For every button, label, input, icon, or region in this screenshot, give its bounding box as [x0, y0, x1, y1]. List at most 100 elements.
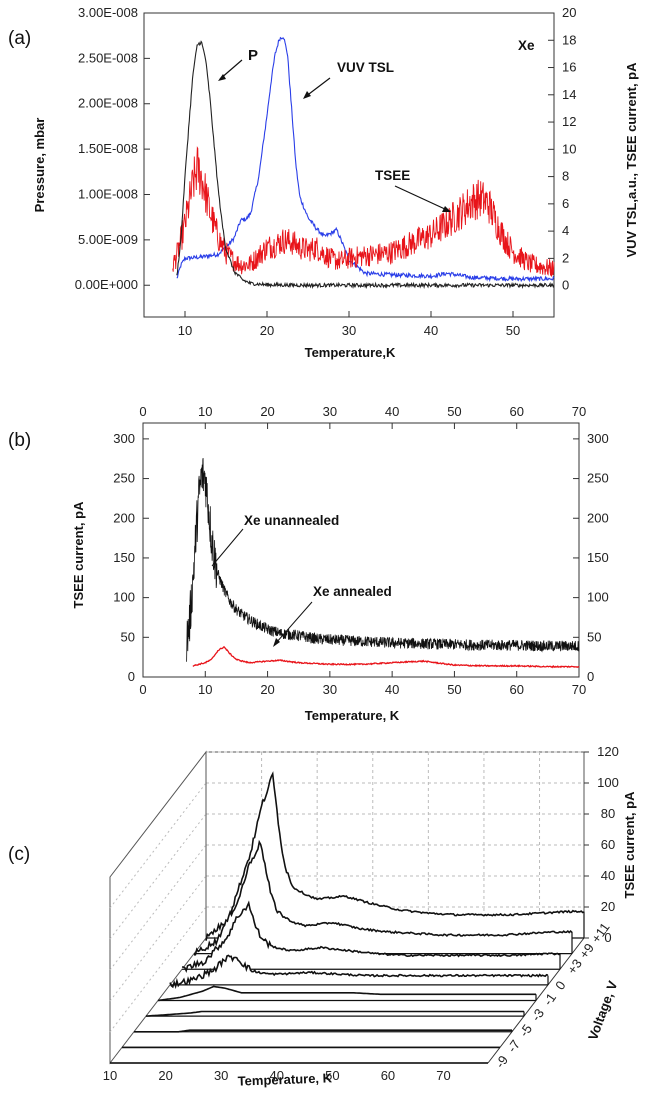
y-tick-label-c: 20 — [601, 899, 615, 914]
x-axis-label-b: Temperature, K — [305, 708, 400, 723]
arrow-tsee — [394, 185, 448, 211]
panel-label-b: (b) — [8, 430, 31, 451]
series-line-xe-annealed — [192, 645, 580, 669]
z-tick-label-c: 0 — [552, 978, 568, 993]
annotation-xe-annealed: Xe annealed — [313, 584, 392, 599]
y-tick-label-b: 0 — [128, 669, 135, 684]
arrow-annealed — [275, 601, 313, 644]
x-tick-label-top-b: 30 — [323, 404, 337, 419]
y-tick-label-right-b: 50 — [587, 629, 601, 644]
y-tick-label-a: 1.00E-008 — [78, 186, 138, 201]
y-ticks-left-a: 0.00E+000 5.00E-009 1.00E-008 1.50E-008 2.00… — [75, 5, 150, 292]
series-line-c — [169, 954, 549, 990]
y-tick-label-c: 80 — [601, 806, 615, 821]
y-tick-label-b: 150 — [113, 550, 135, 565]
x-tick-label-a: 50 — [506, 323, 520, 338]
series-line-c — [205, 771, 585, 941]
y-tick-label-c: 60 — [601, 837, 615, 852]
panel-label-c: (c) — [8, 844, 30, 865]
arrowhead-vuv — [303, 91, 311, 99]
series-line-tsee — [172, 146, 555, 277]
y-tick-label-b: 200 — [113, 510, 135, 525]
x-tick-label-c: 30 — [214, 1068, 228, 1083]
side-wall-gridline — [109, 813, 207, 940]
y-tick-label-a: 1.50E-008 — [78, 141, 138, 156]
annotation-xe-unannealed: Xe unannealed — [244, 513, 339, 528]
side-wall-gridline — [109, 875, 207, 1002]
y-tick-label-b: 50 — [121, 629, 135, 644]
y-tick-label-right-b: 100 — [587, 590, 609, 605]
y2-tick-label-a: 6 — [562, 196, 569, 211]
x-tick-label-top-b: 0 — [139, 404, 146, 419]
y-axis-label-a: Pressure, mbar — [32, 118, 47, 213]
x-tick-label-b: 0 — [139, 682, 146, 697]
z-tick-label-c: -5 — [516, 1021, 535, 1039]
x-tick-label-b: 10 — [198, 682, 212, 697]
y-tick-label-c: 40 — [601, 868, 615, 883]
series-lines-c — [110, 771, 585, 1064]
x-tick-label-b: 60 — [509, 682, 523, 697]
y-tick-label-right-b: 300 — [587, 431, 609, 446]
series-line-c — [145, 1010, 524, 1017]
y-tick-label-right-b: 150 — [587, 550, 609, 565]
y2-axis-label-a: VUV TSL,a.u., TSEE current, pA — [624, 62, 639, 258]
x-tick-label-a: 20 — [260, 323, 274, 338]
x-ticks-c: 10 20 30 40 50 60 70 — [103, 1068, 451, 1083]
y-tick-label-a: 2.50E-008 — [78, 50, 138, 65]
y2-tick-label-a: 20 — [562, 5, 576, 20]
y-tick-label-a: 0.00E+000 — [75, 277, 138, 292]
x-tick-label-c: 50 — [325, 1068, 339, 1083]
z-tick-label-c: +9 — [576, 941, 597, 962]
arrow-unannealed — [211, 528, 244, 567]
y-tick-label-b: 100 — [113, 590, 135, 605]
series-fill-c — [206, 773, 584, 941]
series-fill-c — [182, 902, 560, 971]
z-axis-label-c: Voltage, V — [585, 979, 620, 1043]
y2-tick-label-a: 12 — [562, 114, 576, 129]
annotation-tsee: TSEE — [375, 168, 410, 183]
side-wall-gridline — [109, 844, 207, 971]
series-line-vuv-tsl — [176, 36, 555, 283]
annotation-p: P — [248, 47, 258, 64]
y-tick-label-c: 120 — [597, 744, 619, 759]
series-line-c — [181, 900, 561, 974]
series-line-c — [134, 1029, 512, 1033]
x-tick-label-b: 40 — [385, 682, 399, 697]
y-tick-label-c: 100 — [597, 775, 619, 790]
z-tick-label-c: -3 — [528, 1006, 547, 1024]
y-tick-label-b: 250 — [113, 471, 135, 486]
x-tick-label-a: 30 — [342, 323, 356, 338]
panel-label-a: (a) — [8, 28, 31, 49]
x-tick-label-a: 40 — [424, 323, 438, 338]
series-line-c — [193, 839, 573, 956]
arrowhead-annealed — [273, 638, 280, 647]
side-wall-gridline — [109, 782, 207, 909]
y-axis-label-c: TSEE current, pA — [622, 791, 637, 899]
plot-frame-b — [142, 422, 580, 678]
series-lines-a — [172, 36, 555, 290]
z-tick-label-c: +3 — [564, 956, 585, 977]
x-tick-label-top-b: 60 — [509, 404, 523, 419]
y-ticks-right-a: 0 2 4 6 8 10 12 14 16 18 20 — [548, 5, 576, 293]
panel-a: (a) 10 20 30 40 50 0.00E+0005.00E-0091.00E-0… — [8, 5, 639, 360]
side-wall-gridline — [109, 906, 207, 1033]
y-tick-label-a: 2.00E-008 — [78, 96, 138, 111]
x-tick-label-c: 60 — [381, 1068, 395, 1083]
arrowhead-p — [218, 74, 226, 81]
x-ticks-b: 0 0 10 10 20 20 30 30 40 40 50 50 60 60 70 70 — [139, 404, 586, 697]
x-axis-label-a: Temperature,K — [305, 345, 396, 360]
x-tick-label-top-b: 20 — [260, 404, 274, 419]
annotation-vuv-tsl: VUV TSL — [337, 60, 394, 75]
x-tick-label-top-b: 40 — [385, 404, 399, 419]
arrowhead-tsee — [442, 206, 451, 212]
z-tick-label-c: -1 — [540, 990, 559, 1008]
x-tick-label-c: 10 — [103, 1068, 117, 1083]
y-ticks-c: 0 20 40 60 80 100 120 — [584, 744, 619, 945]
x-tick-label-top-b: 10 — [198, 404, 212, 419]
y-tick-label-right-b: 0 — [587, 669, 594, 684]
x-axis-label-c: Temperature, K — [237, 1070, 332, 1088]
y-tick-label-a: 5.00E-009 — [78, 232, 138, 247]
